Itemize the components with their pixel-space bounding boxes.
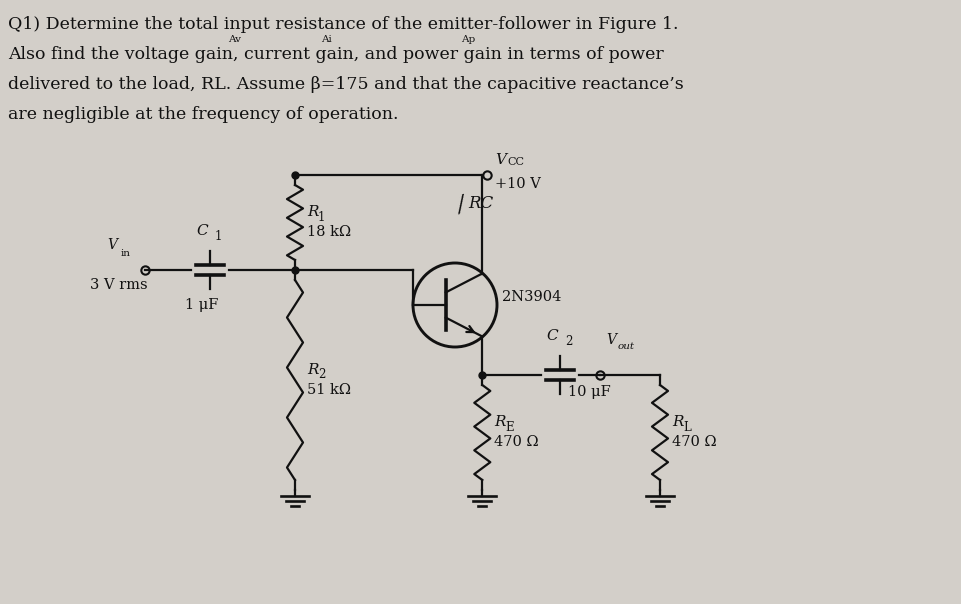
Text: /: / — [454, 193, 467, 216]
Text: Q1) Determine the total input resistance of the emitter-follower in Figure 1.: Q1) Determine the total input resistance… — [8, 16, 678, 33]
Text: R: R — [672, 416, 682, 429]
Text: 3 V rms: 3 V rms — [90, 278, 147, 292]
Text: 2: 2 — [318, 368, 325, 382]
Text: RC: RC — [468, 195, 493, 212]
Text: V: V — [107, 238, 117, 252]
Text: R: R — [494, 416, 505, 429]
Text: R: R — [307, 205, 318, 219]
Text: Ap: Ap — [460, 35, 475, 44]
Text: Av: Av — [228, 35, 241, 44]
Text: 2N3904: 2N3904 — [502, 290, 561, 304]
Text: C: C — [196, 224, 208, 238]
Text: 1: 1 — [214, 230, 222, 243]
Text: E: E — [505, 421, 513, 434]
Text: delivered to the load, RL. Assume β=175 and that the capacitive reactance’s: delivered to the load, RL. Assume β=175 … — [8, 76, 683, 93]
Text: V: V — [605, 333, 615, 347]
Text: 470 Ω: 470 Ω — [672, 435, 716, 449]
Text: 1: 1 — [318, 211, 325, 224]
Text: CC: CC — [506, 157, 524, 167]
Text: C: C — [546, 329, 557, 343]
Text: +10 V: +10 V — [495, 177, 541, 191]
Text: L: L — [682, 421, 690, 434]
Text: 51 kΩ: 51 kΩ — [307, 383, 351, 397]
Text: 10 μF: 10 μF — [567, 385, 610, 399]
Text: Also find the voltage gain, current gain, and power gain in terms of power: Also find the voltage gain, current gain… — [8, 46, 663, 63]
Text: V: V — [495, 153, 505, 167]
Text: 470 Ω: 470 Ω — [494, 435, 538, 449]
Text: 2: 2 — [564, 335, 572, 348]
Text: Ai: Ai — [321, 35, 332, 44]
Text: R: R — [307, 363, 318, 377]
Text: out: out — [617, 342, 634, 351]
Text: 18 kΩ: 18 kΩ — [307, 225, 351, 240]
Text: in: in — [121, 249, 131, 258]
Text: are negligible at the frequency of operation.: are negligible at the frequency of opera… — [8, 106, 398, 123]
Text: 1 μF: 1 μF — [185, 298, 218, 312]
